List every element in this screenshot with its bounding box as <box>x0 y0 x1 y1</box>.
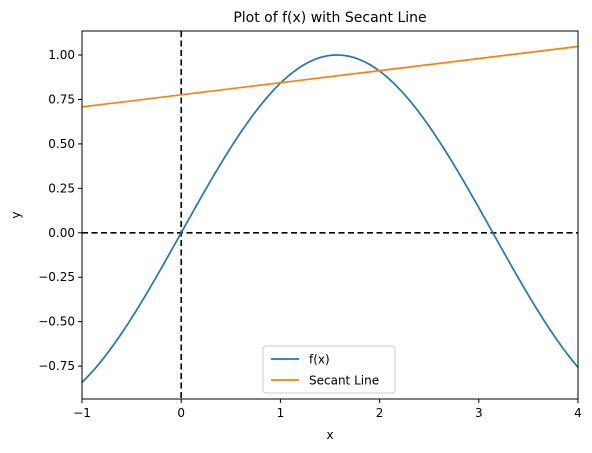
y-tick-label: 0.00 <box>48 226 75 240</box>
y-tick-label: 0.25 <box>48 181 75 195</box>
x-axis-ticks: −1 0 1 2 3 4 <box>73 399 582 420</box>
legend-label: Secant Line <box>309 374 379 388</box>
axes-frame <box>81 30 579 400</box>
series-line-secant-line <box>82 45 578 108</box>
x-tick-label: 2 <box>376 406 384 420</box>
y-tick-label: −0.25 <box>38 270 75 284</box>
y-axis-ticks: −0.75 −0.50 −0.25 0.00 0.25 0.50 0.75 1.00 <box>38 48 82 373</box>
x-tick-label: −1 <box>73 406 91 420</box>
chart-title: Plot of f(x) with Secant Line <box>233 10 426 26</box>
y-tick-label: 0.50 <box>48 137 75 151</box>
legend-box <box>262 345 396 394</box>
y-axis-label: y <box>9 211 23 218</box>
x-tick-label: 0 <box>177 406 185 420</box>
y-tick-label: −0.50 <box>38 315 75 329</box>
y-tick-label: 1.00 <box>48 48 75 62</box>
y-tick-label: −0.75 <box>38 359 75 373</box>
x-tick-label: 1 <box>277 406 285 420</box>
series-line-f-x <box>82 54 578 383</box>
x-axis-label: x <box>326 428 333 442</box>
x-tick-label: 3 <box>475 406 483 420</box>
series-layer <box>82 45 578 383</box>
legend-label: f(x) <box>309 353 330 367</box>
reference-lines <box>82 31 578 399</box>
x-tick-label: 4 <box>574 406 582 420</box>
legend: f(x) Secant Line <box>262 345 396 394</box>
y-tick-label: 0.75 <box>48 92 75 106</box>
